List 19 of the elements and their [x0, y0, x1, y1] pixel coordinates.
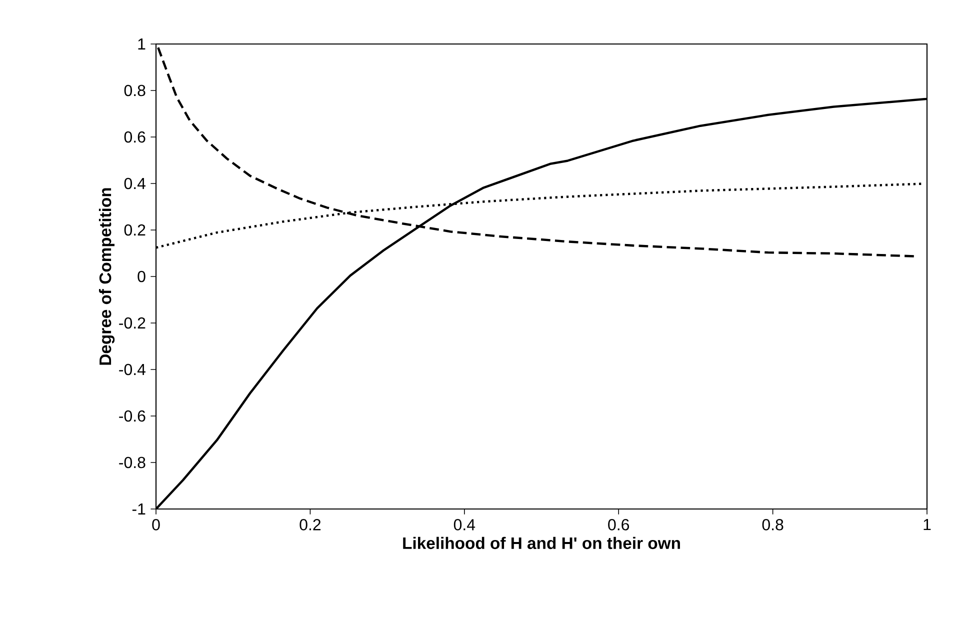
x-tick-label: 0.6: [608, 519, 630, 530]
y-axis-title: Degree of Competition: [98, 188, 115, 365]
y-tick-label: 0.8: [124, 84, 146, 96]
y-tick-label: -0.6: [119, 410, 146, 422]
y-tick-label: -0.4: [119, 364, 146, 376]
x-tick-label: 0.8: [762, 519, 784, 530]
y-tick-label: 1: [138, 38, 146, 50]
x-tick-label: 0: [152, 519, 160, 530]
x-tick-label: 1: [924, 519, 931, 530]
x-tick-label: 0.4: [454, 519, 476, 530]
y-tick-label: 0.6: [124, 131, 146, 143]
y-tick-label: 0: [138, 270, 146, 282]
y-tick-label: 0.2: [124, 224, 146, 236]
x-tick-label: 0.2: [300, 519, 321, 530]
y-tick-label: -1: [132, 503, 146, 514]
y-tick-label: 0.4: [124, 178, 146, 190]
x-axis-title: Likelihood of H and H' on their own: [403, 536, 680, 550]
y-tick-label: -0.2: [119, 317, 146, 329]
y-tick-label: -0.8: [119, 456, 146, 468]
